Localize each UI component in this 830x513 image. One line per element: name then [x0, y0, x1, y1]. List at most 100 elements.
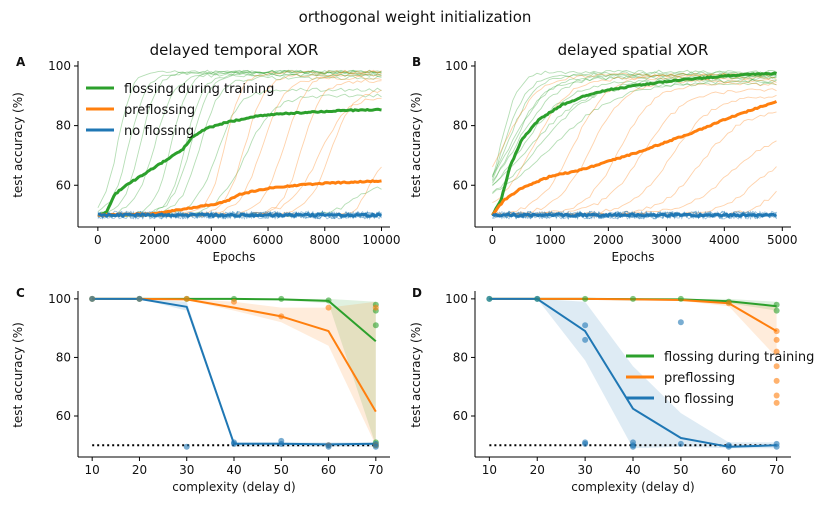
- preflossing-run-line: [492, 81, 777, 218]
- x-tick-label: 6000: [253, 233, 284, 247]
- flossing-run-line: [97, 72, 382, 216]
- panel-label: A: [16, 55, 26, 69]
- run-point: [773, 399, 780, 406]
- x-axis-label: Epochs: [213, 250, 256, 264]
- run-point: [325, 297, 332, 304]
- panels: 0 2000 4000 6000 8000 100006080100Epochstest …: [11, 41, 814, 494]
- panel-D: 10 20 30 40 50 60 70 60 80 100 complexity (delay d…: [409, 286, 814, 494]
- run-point: [773, 336, 780, 343]
- flossing-run-line: [492, 78, 777, 187]
- legend-label: no flossing: [124, 124, 194, 139]
- run-point: [325, 304, 332, 311]
- x-tick-label: 10: [482, 463, 497, 477]
- run-point: [278, 295, 285, 302]
- x-tick-label: 50: [673, 463, 688, 477]
- y-tick-label: 80: [56, 350, 71, 364]
- run-point: [725, 300, 732, 307]
- legend-label: flossing during training: [664, 350, 814, 365]
- x-tick-label: 70: [769, 463, 784, 477]
- y-axis-label: test accuracy (%): [409, 322, 423, 428]
- x-tick-label: 4000: [196, 233, 227, 247]
- x-tick-label: 50: [274, 463, 289, 477]
- run-point: [773, 392, 780, 399]
- mean-line-blue: [97, 212, 382, 218]
- flossing-run-line: [492, 75, 777, 193]
- run-point: [773, 307, 780, 314]
- run-point: [231, 439, 237, 446]
- preflossing-run-line: [492, 94, 777, 217]
- x-tick-label: 40: [625, 463, 640, 477]
- panel-label: B: [412, 55, 421, 69]
- run-point: [183, 295, 190, 302]
- y-axis-label: test accuracy (%): [409, 92, 423, 198]
- preflossing-run-line: [492, 78, 777, 216]
- x-tick-label: 3000: [651, 233, 682, 247]
- run-point: [486, 295, 493, 302]
- no-flossing-run-line: [492, 210, 777, 221]
- x-tick-label: 60: [321, 463, 336, 477]
- run-point: [278, 313, 285, 320]
- panel-C: 10 20 30 40 50 60 70 60 80 100 complexity (delay d…: [11, 286, 390, 494]
- x-tick-label: 0: [94, 233, 102, 247]
- run-point: [773, 443, 780, 450]
- x-axis-label: Epochs: [612, 250, 655, 264]
- y-tick-label: 60: [453, 178, 468, 192]
- y-tick-label: 80: [453, 119, 468, 133]
- y-tick-label: 100: [445, 292, 468, 306]
- run-point: [372, 322, 379, 329]
- flossing-run-line: [492, 79, 777, 195]
- mean-line-blue: [491, 212, 777, 218]
- y-tick-label: 60: [56, 178, 71, 192]
- flossing-run-line: [97, 69, 382, 208]
- x-tick-label: 60: [721, 463, 736, 477]
- x-tick-label: 0: [489, 233, 497, 247]
- preflossing-run-line: [97, 78, 382, 218]
- flossing-run-line: [97, 69, 382, 218]
- x-tick-label: 30: [179, 463, 194, 477]
- x-axis-label: complexity (delay d): [571, 480, 694, 494]
- legend-label: no flossing: [664, 392, 734, 407]
- x-tick-label: 70: [368, 463, 383, 477]
- run-point: [773, 328, 780, 335]
- y-tick-label: 80: [453, 350, 468, 364]
- run-point: [372, 304, 379, 311]
- figure-title: orthogonal weight initialization: [299, 8, 532, 26]
- x-tick-label: 20: [530, 463, 545, 477]
- flossing-run-line: [97, 71, 382, 212]
- x-tick-label: 20: [132, 463, 147, 477]
- preflossing-run-line: [492, 75, 777, 204]
- band-orange: [489, 298, 777, 358]
- run-point: [89, 295, 96, 302]
- x-tick-label: 2000: [139, 233, 170, 247]
- x-tick-label: 8000: [309, 233, 340, 247]
- band-blue: [489, 298, 777, 449]
- panel-label: C: [16, 286, 25, 300]
- run-point: [677, 295, 684, 302]
- run-point: [136, 295, 143, 302]
- x-tick-label: 5000: [767, 233, 798, 247]
- band-green: [489, 298, 777, 311]
- y-tick-label: 60: [453, 409, 468, 423]
- run-point: [183, 443, 190, 450]
- x-tick-label: 10000: [362, 233, 400, 247]
- x-tick-label: 10: [85, 463, 100, 477]
- run-point: [630, 443, 636, 450]
- panel-title: delayed spatial XOR: [558, 41, 709, 59]
- run-point: [231, 298, 237, 305]
- x-tick-label: 30: [577, 463, 592, 477]
- y-axis-label: test accuracy (%): [11, 92, 25, 198]
- x-tick-label: 2000: [593, 233, 624, 247]
- run-point: [773, 348, 780, 355]
- panel-A: 0 2000 4000 6000 8000 10000 60 80 100 Epochs test …: [11, 41, 401, 264]
- run-point: [582, 322, 589, 329]
- run-point: [630, 295, 636, 302]
- run-point: [582, 295, 589, 302]
- y-axis-label: test accuracy (%): [11, 322, 25, 428]
- run-point: [773, 363, 780, 370]
- panel-title: delayed temporal XOR: [150, 41, 319, 59]
- mean-line-green: [491, 71, 778, 217]
- run-point: [773, 301, 780, 308]
- run-point: [677, 319, 684, 326]
- run-point: [725, 443, 732, 450]
